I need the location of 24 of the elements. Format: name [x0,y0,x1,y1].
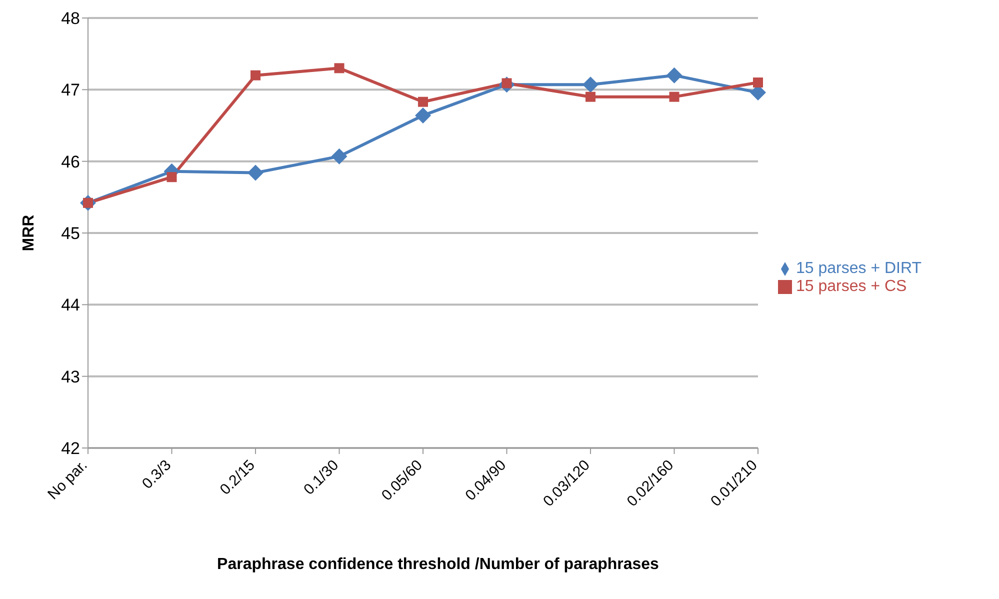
point [334,63,344,74]
y-tick-label: 47 [61,80,80,100]
point [248,164,264,181]
point [666,67,682,84]
point [331,148,348,164]
point [166,172,177,182]
y-tick-label: 48 [61,9,80,28]
x-axis-title: Paraphrase confidence threshold /Number of paraphrases [216,556,660,574]
point [418,96,428,107]
y-tick-label: 43 [61,367,80,386]
y-tick-label: 46 [61,152,80,172]
point [250,70,260,80]
x-tick-label: No par. [44,456,91,504]
point [582,76,598,93]
point [669,92,680,102]
y-tick-label: 45 [61,224,80,244]
legend-label: 15 parses + CS [796,278,907,295]
point [586,92,596,102]
y-tick-label: 42 [61,439,80,458]
point [415,107,431,124]
legend-label: 15 parses + DIRT [796,260,922,277]
point [753,78,763,88]
y-tick-label: 44 [61,296,80,315]
y-axis-title: MRR [20,214,38,252]
